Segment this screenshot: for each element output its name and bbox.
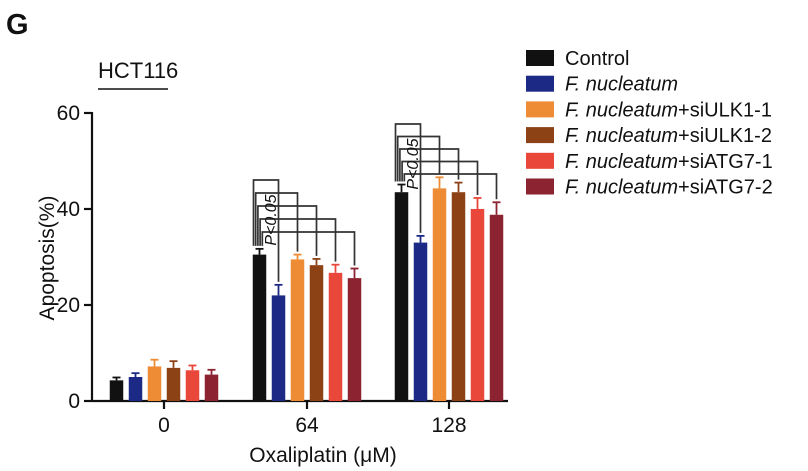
x-tick-label: 0	[158, 414, 170, 437]
bar	[470, 209, 485, 401]
bar	[394, 192, 409, 401]
significance-bracket	[396, 135, 441, 182]
plot-area: 0 20 40 60 0 64 128 P<0.05 P<0.05	[57, 102, 508, 437]
legend-label: F. nucleatum+siULK1-1	[565, 99, 772, 121]
legend-swatch	[526, 152, 554, 169]
bar	[185, 370, 200, 401]
legend-label: F. nucleatum+siATG7-2	[565, 177, 773, 199]
significance-bracket	[399, 148, 460, 182]
bar	[252, 254, 267, 401]
legend-swatch	[526, 75, 554, 92]
significance-bracket	[403, 173, 498, 200]
bar	[271, 295, 286, 401]
legend-label: F. nucleatum+siULK1-2	[565, 125, 772, 147]
bar	[309, 265, 324, 401]
legend-swatch	[526, 178, 554, 195]
y-tick-label: 60	[57, 102, 80, 125]
legend: Control F. nucleatum F. nucleatum+siULK1-1…	[526, 48, 773, 199]
bar	[290, 259, 305, 401]
bar	[147, 366, 162, 401]
significance-bracket	[254, 192, 299, 252]
y-tick-label: 20	[57, 294, 80, 317]
bar	[328, 272, 343, 401]
legend-label: F. nucleatum	[565, 74, 678, 96]
y-tick-label: 40	[57, 198, 80, 221]
x-axis-label: Oxaliplatin (μM)	[249, 444, 396, 467]
significance-bracket	[401, 160, 479, 195]
significance-label: P<0.05	[405, 138, 422, 189]
legend-label: Control	[565, 48, 629, 70]
legend-swatch	[526, 127, 554, 144]
x-tick-label: 128	[431, 414, 466, 437]
bar	[204, 374, 219, 401]
bar	[489, 214, 504, 401]
significance-bracket	[257, 205, 318, 256]
significance-bracket	[394, 123, 422, 233]
bar	[451, 192, 466, 401]
significance-bracket	[261, 231, 356, 266]
bar	[166, 367, 181, 401]
significance-bracket	[252, 179, 280, 282]
bar	[347, 278, 362, 401]
y-tick-label: 0	[68, 390, 80, 413]
bar	[109, 380, 124, 401]
significance-label: P<0.05	[263, 194, 280, 245]
y-axis-label: Apoptosis(%)	[36, 196, 59, 321]
legend-swatch	[526, 101, 554, 118]
bar	[432, 188, 447, 401]
legend-swatch	[526, 50, 554, 66]
legend-label: F. nucleatum+siATG7-1	[565, 151, 773, 173]
bar	[128, 377, 143, 401]
cell-line-label: HCT116	[98, 58, 178, 83]
bar	[413, 242, 428, 401]
significance-bracket	[259, 218, 337, 262]
panel-label: G	[6, 9, 29, 41]
x-tick-label: 64	[295, 414, 319, 437]
